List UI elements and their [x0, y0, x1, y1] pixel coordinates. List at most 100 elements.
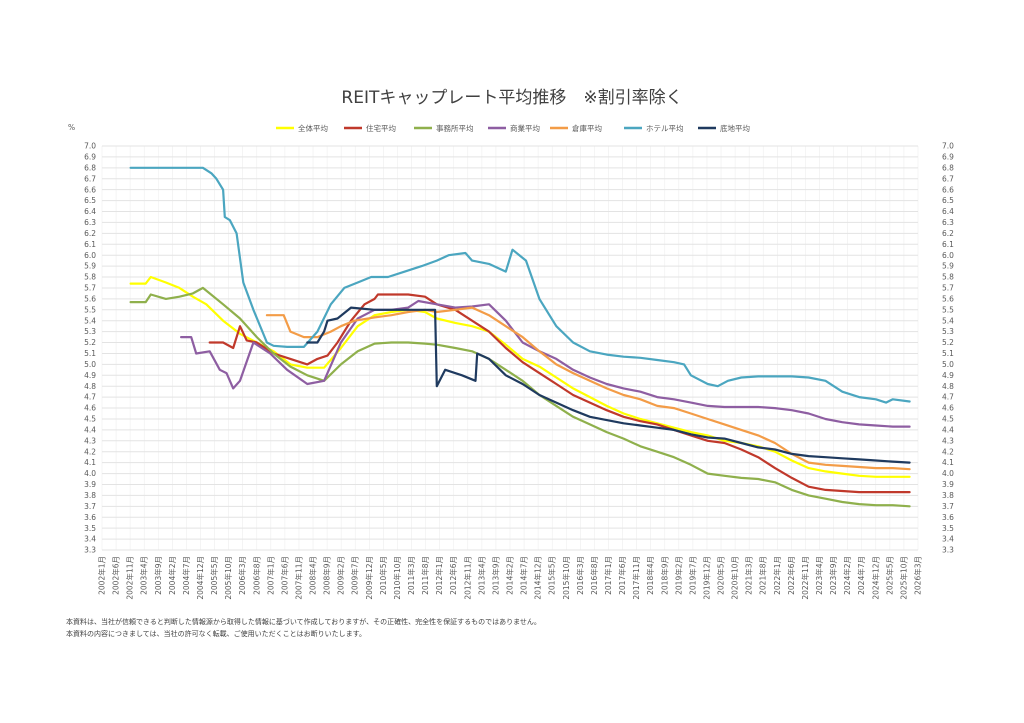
x-tick-label: 2005年5月 — [209, 556, 219, 595]
x-tick-label: 2025年10月 — [898, 556, 908, 600]
y-tick-label-right: 6.3 — [942, 218, 954, 227]
y-tick-label-right: 5.1 — [942, 349, 954, 358]
y-tick-label-left: 6.4 — [84, 207, 96, 216]
y-tick-label-left: 4.7 — [84, 393, 96, 402]
x-tick-label: 2009年12月 — [364, 556, 374, 600]
disclaimer-note-1: 本資料は、当社が信頼できると判断した情報源から取得した情報に基づいて作成しており… — [66, 617, 541, 626]
x-tick-label: 2021年3月 — [744, 556, 754, 595]
y-tick-label-right: 5.9 — [942, 262, 954, 271]
x-tick-label: 2017年1月 — [603, 556, 613, 595]
y-tick-label-left: 3.6 — [84, 513, 96, 522]
y-tick-label-left: 3.3 — [84, 546, 96, 555]
x-tick-label: 2009年2月 — [336, 556, 346, 595]
x-tick-label: 2019年12月 — [701, 556, 711, 600]
y-tick-label-right: 6.9 — [942, 153, 954, 162]
y-tick-label-right: 5.3 — [942, 327, 954, 336]
x-tick-label: 2012年1月 — [434, 556, 444, 595]
y-axis-right-ticks: 3.3 3.4 3.5 3.6 3.7 3.8 3.9 4.0 4.1 4.2 4.3 4.44.5 4… — [942, 142, 954, 555]
x-tick-label: 2017年11月 — [631, 556, 641, 600]
y-tick-label-right: 6.1 — [942, 240, 954, 249]
y-tick-label-right: 4.0 — [942, 469, 954, 478]
y-tick-label-right: 3.6 — [942, 513, 954, 522]
x-tick-label: 2014年12月 — [533, 556, 543, 600]
y-tick-label-right: 4.7 — [942, 393, 954, 402]
y-tick-label-left: 3.4 — [84, 535, 96, 544]
y-tick-label-left: 5.6 — [84, 294, 96, 303]
y-tick-label-left: 4.3 — [84, 436, 96, 445]
series-line-4 — [265, 306, 911, 471]
y-tick-label-left: 6.5 — [84, 196, 96, 205]
y-tick-label-right: 4.6 — [942, 404, 954, 413]
disclaimer-note-2: 本資料の内容につきましては、当社の許可なく転載、ご使用いただくことはお断りいたし… — [66, 629, 366, 638]
x-tick-label: 2004年2月 — [167, 556, 177, 595]
x-tick-label: 2007年6月 — [279, 556, 289, 595]
y-tick-label-right: 5.8 — [942, 273, 954, 282]
x-tick-label: 2017年6月 — [617, 556, 627, 595]
y-tick-label-left: 6.8 — [84, 163, 96, 172]
x-tick-label: 2024年2月 — [842, 556, 852, 595]
y-tick-label-left: 4.6 — [84, 404, 96, 413]
series-line-0 — [129, 275, 911, 478]
y-tick-label-right: 7.0 — [942, 142, 954, 151]
y-tick-label-right: 6.2 — [942, 229, 954, 238]
y-tick-label-right: 6.4 — [942, 207, 954, 216]
x-tick-label: 2010年5月 — [378, 556, 388, 595]
y-tick-label-left: 6.7 — [84, 174, 96, 183]
x-tick-label: 2022年11月 — [800, 556, 810, 600]
x-tick-label: 2015年10月 — [561, 556, 571, 600]
y-tick-label-right: 4.2 — [942, 447, 954, 456]
y-tick-label-right: 5.5 — [942, 305, 954, 314]
y-tick-label-right: 3.9 — [942, 480, 954, 489]
x-tick-label: 2012年11月 — [462, 556, 472, 600]
x-tick-label: 2007年1月 — [265, 556, 275, 595]
x-tick-label: 2004年12月 — [195, 556, 205, 600]
y-tick-label-left: 4.1 — [84, 458, 96, 467]
y-tick-label-right: 3.8 — [942, 491, 954, 500]
series-line-6 — [306, 306, 911, 464]
x-tick-label: 2020年10月 — [730, 556, 740, 600]
y-tick-label-left: 5.3 — [84, 327, 96, 336]
y-tick-label-right: 5.0 — [942, 360, 954, 369]
series-line-1 — [208, 293, 911, 494]
series-line-5 — [129, 166, 911, 404]
y-tick-label-right: 5.7 — [942, 284, 954, 293]
x-tick-label: 2002年6月 — [111, 556, 121, 595]
x-tick-label: 2006年8月 — [251, 556, 261, 595]
x-tick-label: 2007年11月 — [293, 556, 303, 600]
legend-label: 商業平均 — [510, 123, 540, 133]
x-tick-label: 2026年3月 — [913, 556, 923, 595]
legend-label: ホテル平均 — [646, 123, 684, 133]
x-tick-label: 2009年7月 — [350, 556, 360, 595]
horizontal-gridlines — [102, 145, 918, 551]
y-tick-label-right: 3.3 — [942, 546, 954, 555]
y-tick-label-left: 5.2 — [84, 338, 96, 347]
x-tick-label: 2010年10月 — [392, 556, 402, 600]
y-tick-label-right: 4.8 — [942, 382, 954, 391]
y-tick-label-left: 5.7 — [84, 284, 96, 293]
x-tick-label: 2024年12月 — [870, 556, 880, 600]
y-tick-label-left: 6.1 — [84, 240, 96, 249]
y-tick-label-right: 4.4 — [942, 425, 954, 434]
x-axis-ticks: 2002年1月 2002年6月 2002年11月 2003年4月 2003年9月 2004… — [97, 556, 923, 600]
y-tick-label-left: 5.1 — [84, 349, 96, 358]
x-tick-label: 2016年8月 — [589, 556, 599, 595]
y-tick-label-right: 4.5 — [942, 415, 954, 424]
legend: 全体平均 住宅平均 事務所平均 商業平均 倉庫平均 ホテル平均 底地平均 — [276, 123, 750, 133]
x-tick-label: 2019年2月 — [673, 556, 683, 595]
y-tick-label-right: 4.1 — [942, 458, 954, 467]
y-tick-label-right: 5.4 — [942, 316, 954, 325]
x-tick-label: 2003年9月 — [153, 556, 163, 595]
x-tick-label: 2014年7月 — [519, 556, 529, 595]
x-tick-label: 2002年11月 — [125, 556, 135, 600]
y-axis-left-ticks: 3.3 3.4 3.5 3.6 3.7 3.8 3.9 4.0 4.1 4.2 4.3 4.44.5 4… — [84, 142, 96, 555]
y-tick-label-left: 4.0 — [84, 469, 96, 478]
y-tick-label-right: 6.8 — [942, 163, 954, 172]
x-tick-label: 2023年9月 — [828, 556, 838, 595]
x-tick-label: 2011年8月 — [420, 556, 430, 595]
legend-label: 住宅平均 — [366, 123, 396, 133]
y-tick-label-right: 6.6 — [942, 185, 954, 194]
x-tick-label: 2012年6月 — [448, 556, 458, 595]
x-tick-label: 2019年7月 — [687, 556, 697, 595]
legend-label: 全体平均 — [298, 123, 328, 133]
chart-title: REITキャップレート平均推移 ※割引率除く — [341, 88, 682, 108]
